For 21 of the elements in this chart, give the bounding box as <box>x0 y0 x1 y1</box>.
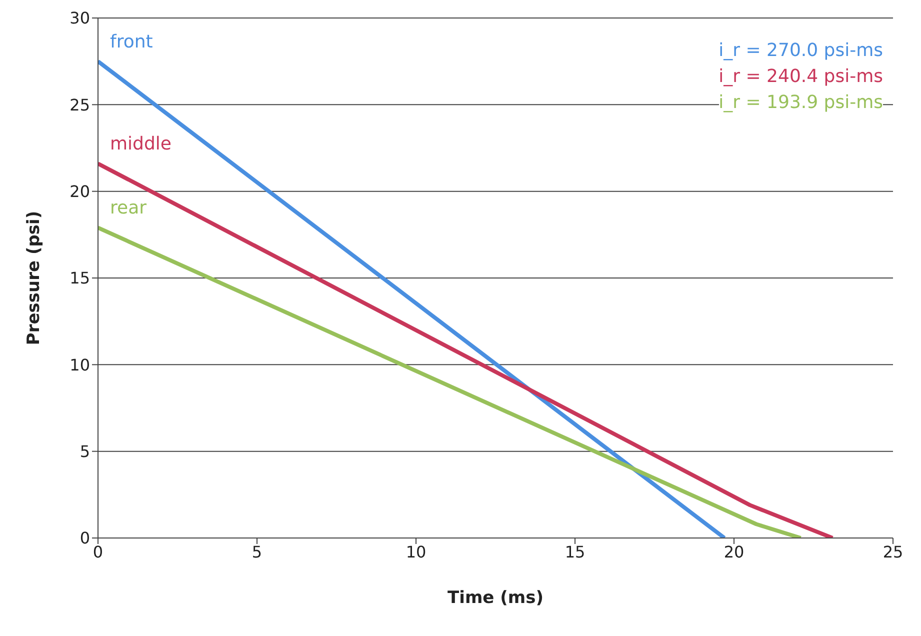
x-tick-label: 10 <box>406 542 426 562</box>
annotation: i_r = 193.9 psi-ms <box>718 90 883 116</box>
y-tick-label: 30 <box>70 8 90 28</box>
annotation: i_r = 270.0 psi-ms <box>718 38 883 64</box>
series-label: front <box>110 31 153 52</box>
x-tick-label: 25 <box>882 542 904 562</box>
y-tick-label: 25 <box>70 95 90 114</box>
x-tick-label: 5 <box>252 542 262 562</box>
y-tick-label: 10 <box>70 355 90 374</box>
x-tick-label: 15 <box>564 542 586 562</box>
y-axis-title: Pressure (psi) <box>24 210 44 346</box>
y-tick-label: 0 <box>80 528 90 548</box>
series-label: rear <box>110 198 148 219</box>
x-tick-label: 20 <box>724 542 744 562</box>
y-tick-label: 20 <box>70 182 90 202</box>
series-label: middle <box>110 134 172 155</box>
x-tick-label: 0 <box>92 542 104 562</box>
y-tick-label: 15 <box>70 268 90 288</box>
annotation: i_r = 240.4 psi-ms <box>718 64 883 90</box>
y-tick-label: 5 <box>80 442 90 462</box>
x-axis-title: Time (ms) <box>448 588 544 608</box>
